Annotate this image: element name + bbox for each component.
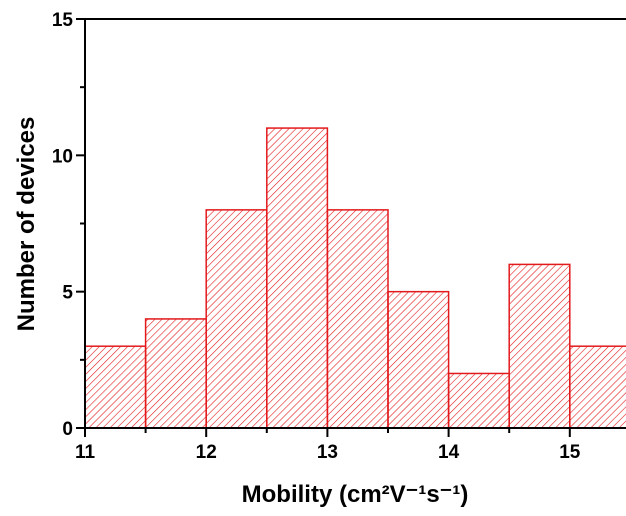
histogram-bar	[144, 318, 207, 429]
y-tick-label: 10	[52, 146, 73, 167]
x-axis-title: Mobility (cm²V⁻¹s⁻¹)	[242, 481, 469, 508]
x-tick-label: 11	[75, 442, 96, 463]
histogram-bar	[266, 127, 329, 429]
y-ticks-group: 0 5 10 15	[52, 10, 85, 440]
histogram-bar	[387, 290, 450, 429]
bars-group	[84, 127, 626, 429]
histogram-bar	[447, 372, 510, 429]
x-tick-label: 12	[196, 442, 217, 463]
y-tick-label: 5	[62, 283, 73, 304]
x-ticks-group: 11 12 13 14 15	[75, 428, 581, 463]
histogram-bar	[205, 209, 268, 429]
histogram-bar	[84, 345, 147, 429]
x-tick-label: 15	[559, 442, 581, 463]
y-tick-label: 0	[62, 419, 73, 440]
x-tick-label: 14	[438, 442, 460, 463]
histogram-bar	[569, 345, 626, 429]
x-tick-label: 13	[317, 442, 338, 463]
histogram-bar	[508, 263, 571, 429]
y-tick-label: 15	[52, 10, 74, 31]
histogram-bar	[326, 209, 389, 429]
y-axis-title: Number of devices	[13, 117, 40, 332]
